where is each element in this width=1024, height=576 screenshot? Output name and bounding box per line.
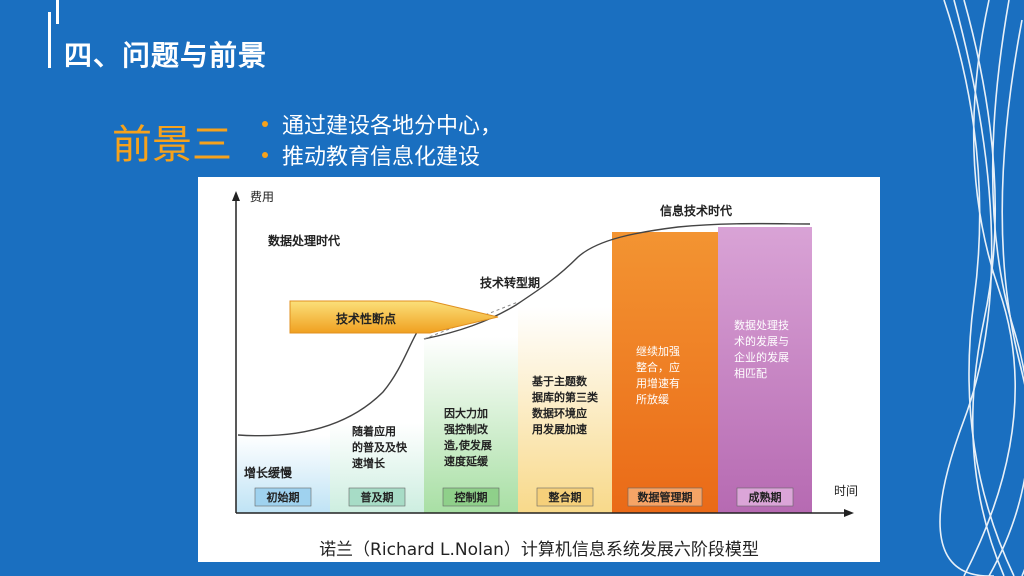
bullet-item: 通过建设各地分中心，: [262, 108, 502, 139]
bullet-text: 推动教育信息化建设: [282, 144, 481, 170]
bullet-dot: [262, 151, 268, 158]
bullet-dot: [262, 120, 268, 127]
stage-tag: [348, 487, 406, 507]
stage-tag-label: 数据管理期: [638, 490, 693, 504]
breakpoint-label: 技术性断点: [336, 311, 396, 326]
stage-column-3: [424, 337, 518, 513]
stage-tag-label: 成熟期: [749, 490, 782, 504]
stage-tag-label: 初始期: [267, 490, 300, 504]
page-title: 四、问题与前景: [64, 39, 268, 72]
stage-desc-line: 相匹配: [734, 367, 767, 380]
stage-tag: [627, 487, 703, 507]
stage-tag: [536, 487, 594, 507]
stage-desc-line: 因大力加: [444, 406, 488, 420]
stage-desc-line: 继续加强: [636, 344, 680, 358]
stage-tag: [736, 487, 794, 507]
stage-desc-line: 术的发展与: [734, 334, 789, 348]
stage-desc-line: 数据环境应: [532, 406, 587, 420]
stage-desc-line: 随着应用: [352, 424, 396, 438]
stage-desc-line: 数据处理技: [734, 318, 789, 332]
y-axis-arrow: [232, 191, 240, 201]
decorative-lines: [939, 0, 1024, 576]
stage-tag-label: 控制期: [455, 490, 488, 504]
nolan-diagram-panel: 技术性断点 费用 时间 数据处理时代 信息技术时代 技术转型期 增长缓慢 随着应…: [198, 177, 880, 562]
growth-curve-1: [237, 316, 431, 437]
stage-column-5: [612, 232, 718, 513]
era-data-label: 数据处理时代: [268, 233, 340, 248]
prospect-bullets: 通过建设各地分中心， 推动教育信息化建设: [262, 108, 502, 170]
stage-desc-4: 基于主题数 据库的第三类 数据环境应 用发展加速: [531, 374, 599, 436]
stage-desc-line: 所放缓: [636, 392, 669, 406]
stage-desc-line: 速度延缓: [444, 454, 489, 468]
stage-desc-line: 造,使发展: [444, 438, 493, 452]
stage-tag: [254, 487, 312, 507]
stage-tag-label: 普及期: [361, 490, 394, 504]
title-accent-bar: [48, 12, 51, 68]
prospect-label: 前景三: [112, 122, 232, 168]
title-accent-bar-top: [56, 0, 59, 24]
stage-desc-line: 据库的第三类: [532, 390, 599, 404]
x-axis-arrow: [844, 509, 854, 517]
stage-column-6: [718, 227, 812, 513]
stage-desc-2: 随着应用 的普及及快 速增长: [352, 424, 408, 470]
stage-desc-line: 用发展加速: [532, 422, 587, 436]
stage-desc-line: 基于主题数: [531, 374, 588, 388]
era-info-label: 信息技术时代: [660, 203, 732, 218]
slow-growth-label: 增长缓慢: [244, 465, 293, 480]
stage-desc-line: 整合，应: [636, 360, 680, 374]
bullet-item: 推动教育信息化建设: [262, 139, 502, 170]
stage-desc-line: 速增长: [352, 456, 386, 470]
stage-column-4: [518, 307, 612, 513]
stage-desc-5: 继续加强 整合，应 用增速有 所放缓: [636, 344, 680, 406]
y-axis-label: 费用: [250, 190, 274, 204]
stage-desc-line: 强控制改: [444, 422, 489, 436]
bullet-text: 通过建设各地分中心，: [282, 113, 503, 139]
x-axis-label: 时间: [834, 484, 858, 498]
breakpoint-arrow: [289, 300, 499, 334]
stage-tag-label: 整合期: [548, 490, 582, 504]
stage-desc-line: 的普及及快: [352, 440, 408, 454]
transition-label: 技术转型期: [480, 275, 540, 290]
nolan-diagram: 技术性断点 费用 时间 数据处理时代 信息技术时代 技术转型期 增长缓慢 随着应…: [232, 190, 858, 517]
stage-desc-line: 企业的发展: [734, 350, 789, 364]
stage-tag: [442, 487, 500, 507]
stage-desc-3: 因大力加 强控制改 造,使发展 速度延缓: [444, 406, 493, 468]
stage-desc-6: 数据处理技 术的发展与 企业的发展 相匹配: [734, 318, 789, 380]
stage-desc-line: 用增速有: [636, 376, 680, 390]
diagram-caption: 诺兰（Richard L.Nolan）计算机信息系统发展六阶段模型: [319, 540, 759, 560]
